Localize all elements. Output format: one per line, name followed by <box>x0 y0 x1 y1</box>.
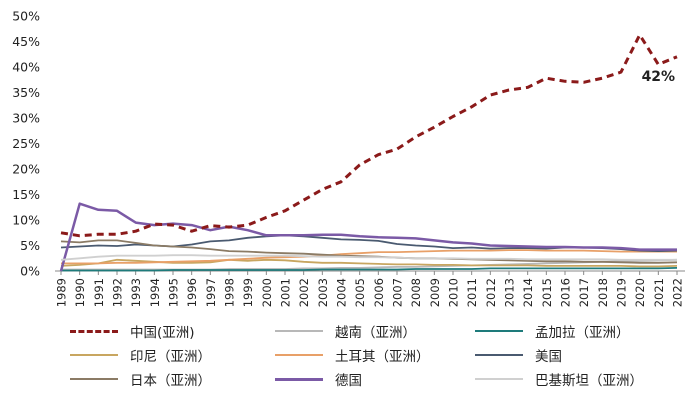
x-tick-label: 1995 <box>167 278 181 307</box>
x-tick-label: 1990 <box>73 278 87 307</box>
x-tick-label: 1998 <box>223 278 237 307</box>
series-line-0 <box>60 33 678 238</box>
y-tick-label: 20% <box>12 162 40 177</box>
legend-swatch <box>70 329 118 333</box>
legend-label: 日本（亚洲） <box>130 373 211 389</box>
x-tick-label: 2012 <box>484 278 498 307</box>
x-tick-label: 2019 <box>615 278 629 307</box>
x-tick-label: 2001 <box>279 278 293 307</box>
y-axis-labels: 0% 5% 10% 15% 20% 25% 30% 35% 40% 45% 50% <box>12 9 40 279</box>
legend-swatch <box>275 330 323 332</box>
x-tick-label: 1994 <box>148 278 162 307</box>
x-tick-label: 1989 <box>55 278 69 307</box>
x-tick-label: 2002 <box>297 278 311 307</box>
y-tick-label: 5% <box>20 238 40 253</box>
series-line-4 <box>61 249 677 265</box>
x-axis-labels: 1989 1990 1991 1992 1993 1994 1995 1996 1997 1998… <box>55 278 685 307</box>
annotation-label: 42% <box>642 69 676 85</box>
x-tick-label: 1997 <box>204 278 218 307</box>
legend-item: 巴基斯坦（亚洲） <box>475 370 680 389</box>
legend-swatch <box>275 377 323 381</box>
x-tick-label: 2005 <box>353 278 367 307</box>
legend-item: 德国 <box>275 370 475 389</box>
legend-label: 美国 <box>535 349 562 365</box>
x-tick-label: 2009 <box>428 278 442 307</box>
x-tick-label: 2004 <box>335 278 349 307</box>
x-tick-label: 2020 <box>633 278 647 307</box>
series-lines <box>59 33 678 272</box>
y-tick-label: 25% <box>12 136 40 151</box>
x-tick-label: 1996 <box>185 278 199 307</box>
y-tick-label: 40% <box>12 60 40 75</box>
x-tick-label: 2017 <box>577 278 591 307</box>
x-tick-label: 1999 <box>241 278 255 307</box>
legend-label: 巴基斯坦（亚洲） <box>535 373 643 389</box>
legend-label: 越南（亚洲） <box>335 325 416 341</box>
x-tick-label: 2015 <box>540 278 554 307</box>
x-tick-label: 2010 <box>447 278 461 307</box>
y-tick-label: 45% <box>12 34 40 49</box>
legend-item: 日本（亚洲） <box>70 370 275 389</box>
legend-swatch <box>475 378 523 380</box>
y-tick-label: 0% <box>20 264 40 279</box>
x-tick-label: 2016 <box>559 278 573 307</box>
legend-label: 中国(亚洲) <box>130 325 195 341</box>
legend-item: 美国 <box>475 346 680 365</box>
legend-label: 印尼（亚洲） <box>130 349 211 365</box>
x-tick-label: 2013 <box>503 278 517 307</box>
legend-swatch <box>475 354 523 356</box>
x-tick-label: 2003 <box>316 278 330 307</box>
x-tick-label: 2007 <box>391 278 405 307</box>
x-tick-label: 2018 <box>596 278 610 307</box>
x-tick-label: 2000 <box>260 278 274 307</box>
series-line-7 <box>59 202 677 272</box>
series-line-2 <box>61 267 678 272</box>
x-tick-label: 2011 <box>465 278 479 307</box>
legend-swatch <box>475 330 523 332</box>
y-tick-label: 50% <box>12 9 40 24</box>
legend-swatch <box>275 354 323 356</box>
legend-label: 德国 <box>335 373 362 389</box>
line-chart: 0% 5% 10% 15% 20% 25% 30% 35% 40% 45% 50% 1989 1990… <box>12 9 685 307</box>
legend-item: 土耳其（亚洲） <box>275 346 475 365</box>
x-tick-label: 2014 <box>521 278 535 307</box>
x-tick-label: 2008 <box>409 278 423 307</box>
y-tick-label: 30% <box>12 111 40 126</box>
y-tick-label: 15% <box>12 187 40 202</box>
chart-legend: 中国(亚洲) 越南（亚洲） 孟加拉（亚洲） 印尼（亚洲） 土耳其（亚洲） 美国日本（亚洲）… <box>70 322 680 389</box>
x-tick-label: 1992 <box>111 278 125 307</box>
legend-item: 越南（亚洲） <box>275 322 475 341</box>
y-tick-label: 10% <box>12 213 40 228</box>
series-line-8 <box>60 254 677 261</box>
x-tick-label: 2006 <box>372 278 386 307</box>
legend-item: 孟加拉（亚洲） <box>475 322 680 341</box>
legend-label: 土耳其（亚洲） <box>335 349 430 365</box>
legend-item: 中国(亚洲) <box>70 322 275 341</box>
legend-swatch <box>70 378 118 380</box>
x-tick-label: 2022 <box>671 278 685 307</box>
legend-label: 孟加拉（亚洲） <box>535 325 630 341</box>
x-tick-label: 1991 <box>92 278 106 307</box>
y-tick-label: 35% <box>12 85 40 100</box>
legend-item: 印尼（亚洲） <box>70 346 275 365</box>
x-tick-label: 1993 <box>129 278 143 307</box>
x-axis-ticks <box>60 271 678 275</box>
legend-swatch <box>70 354 118 356</box>
x-tick-label: 2021 <box>652 278 666 307</box>
